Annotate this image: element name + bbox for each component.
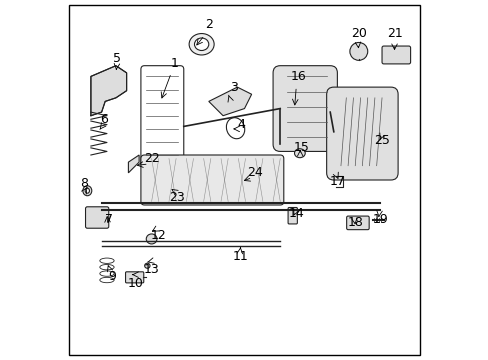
- FancyBboxPatch shape: [85, 207, 108, 228]
- Text: 5: 5: [112, 52, 121, 65]
- Ellipse shape: [82, 186, 92, 196]
- Text: 23: 23: [168, 192, 184, 204]
- Ellipse shape: [144, 263, 150, 268]
- Text: 8: 8: [80, 177, 87, 190]
- FancyBboxPatch shape: [141, 155, 283, 205]
- Ellipse shape: [194, 38, 208, 50]
- Polygon shape: [128, 155, 139, 173]
- Polygon shape: [91, 66, 126, 116]
- Text: 3: 3: [229, 81, 237, 94]
- FancyBboxPatch shape: [287, 207, 297, 224]
- FancyBboxPatch shape: [381, 46, 410, 64]
- Text: 13: 13: [143, 263, 159, 276]
- Text: 9: 9: [108, 270, 116, 283]
- Text: 25: 25: [373, 134, 389, 147]
- Text: 10: 10: [127, 277, 143, 290]
- Text: 17: 17: [329, 175, 345, 188]
- Ellipse shape: [146, 234, 157, 244]
- Polygon shape: [208, 87, 251, 116]
- Text: 20: 20: [350, 27, 366, 40]
- Circle shape: [349, 42, 367, 60]
- Ellipse shape: [294, 149, 305, 158]
- Text: 24: 24: [247, 166, 263, 179]
- Text: 1: 1: [170, 57, 179, 71]
- Ellipse shape: [189, 33, 214, 55]
- Text: 18: 18: [346, 216, 363, 229]
- Text: 7: 7: [104, 213, 113, 226]
- FancyBboxPatch shape: [125, 272, 143, 283]
- Text: 4: 4: [237, 118, 244, 131]
- Text: 21: 21: [386, 27, 402, 40]
- Text: 2: 2: [204, 18, 212, 31]
- Text: 15: 15: [293, 141, 309, 154]
- Text: 19: 19: [371, 213, 387, 226]
- Text: 12: 12: [150, 229, 165, 242]
- Text: 11: 11: [233, 250, 248, 263]
- FancyBboxPatch shape: [346, 216, 368, 230]
- Text: 14: 14: [288, 207, 304, 220]
- Text: 16: 16: [289, 70, 305, 83]
- Ellipse shape: [85, 188, 89, 193]
- Text: 22: 22: [143, 152, 159, 165]
- FancyBboxPatch shape: [326, 87, 397, 180]
- FancyBboxPatch shape: [272, 66, 337, 152]
- Text: 6: 6: [101, 113, 108, 126]
- FancyBboxPatch shape: [141, 66, 183, 166]
